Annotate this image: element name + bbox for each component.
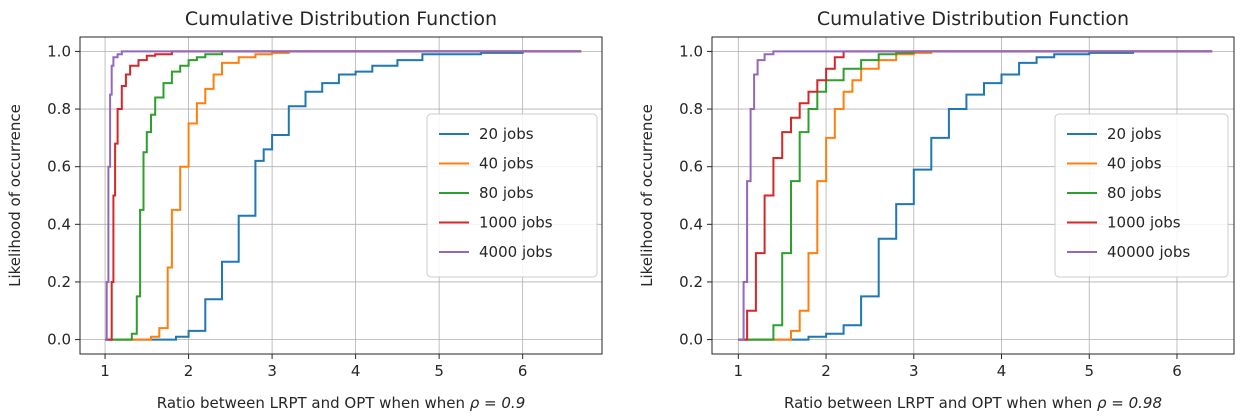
y-axis-label: Likelihood of occurrence — [6, 104, 24, 287]
x-axis-label-math: ρ = 0.9 — [470, 394, 525, 412]
plot-frame — [711, 36, 1235, 355]
series-line-3 — [105, 50, 582, 341]
chart-left: 1 2 3 4 5 6 0.0 0.2 0.4 0.6 0.8 1.0 Cumulative Distr… — [6, 8, 603, 412]
chart-title: Cumulative Distribution Function — [185, 8, 497, 30]
legend-label-5: 4000 jobs — [479, 243, 553, 261]
x-tick-label-1: 2 — [184, 362, 194, 380]
x-tick-label-4: 5 — [434, 362, 444, 380]
x-tick-label-0: 1 — [100, 362, 110, 380]
x-tick-label-3: 4 — [997, 362, 1007, 380]
series-line-5 — [738, 50, 1213, 341]
series-line-2 — [105, 50, 582, 341]
y-tick-label-5: 1.0 — [679, 42, 703, 60]
y-tick-label-2: 0.4 — [47, 215, 71, 233]
legend-label-2: 40 jobs — [479, 155, 534, 173]
x-axis-label: Ratio between LRPT and OPT when when ρ =… — [784, 394, 1162, 412]
legend-label-1: 20 jobs — [1107, 125, 1162, 143]
legend-label-3: 80 jobs — [479, 184, 534, 202]
y-tick-label-0: 0.0 — [47, 331, 71, 349]
x-tick-label-2: 3 — [267, 362, 277, 380]
x-tick-label-2: 3 — [909, 362, 919, 380]
x-axis-label-text: Ratio between LRPT and OPT when when — [784, 394, 1097, 412]
series-line-4 — [738, 50, 1213, 341]
y-tick-label-1: 0.2 — [47, 273, 71, 291]
legend-label-3: 80 jobs — [1107, 184, 1162, 202]
y-tick-label-3: 0.6 — [47, 158, 71, 176]
y-tick-label-4: 0.8 — [47, 100, 71, 118]
legend: 20 jobs 40 jobs 80 jobs 1000 jobs 40000 jobs — [1054, 113, 1229, 278]
y-tick-label-3: 0.6 — [679, 158, 703, 176]
x-axis-label-text: Ratio between LRPT and OPT when when — [157, 394, 470, 412]
chart-right: 1 2 3 4 5 6 0.0 0.2 0.4 0.6 0.8 1.0 Cumulative Distr… — [638, 8, 1235, 412]
x-tick-label-1: 2 — [821, 362, 831, 380]
plot-frame — [79, 36, 603, 355]
x-tick-label-4: 5 — [1084, 362, 1094, 380]
legend: 20 jobs 40 jobs 80 jobs 1000 jobs 4000 jobs — [426, 113, 598, 278]
x-tick-label-0: 1 — [734, 362, 744, 380]
series-line-4 — [105, 50, 582, 341]
x-tick-label-3: 4 — [351, 362, 361, 380]
series-line-1 — [105, 50, 582, 341]
legend-label-1: 20 jobs — [479, 125, 534, 143]
series-line-2 — [738, 50, 1213, 341]
y-tick-label-1: 0.2 — [679, 273, 703, 291]
y-tick-label-2: 0.4 — [679, 215, 703, 233]
y-tick-label-0: 0.0 — [679, 331, 703, 349]
legend-box — [1054, 113, 1229, 278]
y-tick-label-4: 0.8 — [679, 100, 703, 118]
x-axis-label: Ratio between LRPT and OPT when when ρ =… — [157, 394, 525, 412]
legend-label-4: 1000 jobs — [479, 214, 553, 232]
legend-label-4: 1000 jobs — [1107, 214, 1181, 232]
x-tick-label-5: 6 — [1172, 362, 1182, 380]
legend-label-2: 40 jobs — [1107, 155, 1162, 173]
series-line-1 — [738, 50, 1213, 341]
y-axis-label: Likelihood of occurrence — [638, 104, 656, 287]
x-tick-label-5: 6 — [518, 362, 528, 380]
legend-label-5: 40000 jobs — [1107, 243, 1190, 261]
series-line-5 — [105, 50, 582, 341]
legend-box — [426, 113, 598, 278]
y-tick-label-5: 1.0 — [47, 42, 71, 60]
chart-title: Cumulative Distribution Function — [817, 8, 1129, 30]
x-axis-label-math: ρ = 0.98 — [1097, 394, 1162, 412]
